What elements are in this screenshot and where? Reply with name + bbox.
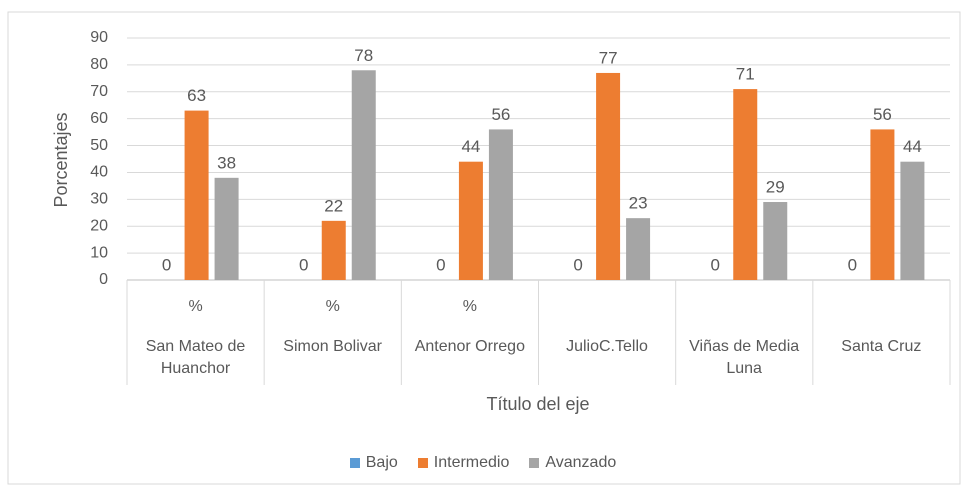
bar xyxy=(321,220,346,280)
y-tick-label: 30 xyxy=(90,191,108,208)
data-label: 38 xyxy=(217,153,236,172)
x-subcategory-label: % xyxy=(463,298,477,315)
data-label: 44 xyxy=(903,137,922,156)
bar xyxy=(351,70,376,281)
x-axis-title: Título del eje xyxy=(486,394,589,414)
x-tick-label: JulioC.Tello xyxy=(566,338,648,355)
bar xyxy=(596,72,621,280)
data-label: 22 xyxy=(324,196,343,215)
legend-swatch xyxy=(349,458,360,468)
y-tick-label: 60 xyxy=(90,110,108,127)
data-label: 23 xyxy=(629,194,648,213)
y-tick-label: 0 xyxy=(99,271,108,288)
legend-item: Intermedio xyxy=(417,454,510,472)
data-label: 0 xyxy=(162,255,171,274)
x-subcategory-label: % xyxy=(188,298,202,315)
bar xyxy=(763,202,788,280)
y-tick-label: 20 xyxy=(90,217,108,234)
bar xyxy=(214,177,239,280)
data-label: 77 xyxy=(599,48,618,67)
legend-swatch xyxy=(529,458,540,468)
x-tick-label: San Mateo de Huanchor xyxy=(145,338,246,377)
x-tick-label: Viñas de Media Luna xyxy=(689,338,800,377)
y-tick-label: 10 xyxy=(90,244,108,261)
legend: Bajo Intermedio Avanzado xyxy=(0,454,966,472)
x-tick-label: Simon Bolivar xyxy=(283,338,382,355)
bar xyxy=(870,129,895,280)
x-tick-label: Santa Cruz xyxy=(841,338,922,355)
data-label: 71 xyxy=(736,65,755,84)
data-label: 63 xyxy=(187,86,206,105)
chart-border xyxy=(7,11,961,485)
data-label: 0 xyxy=(848,255,857,274)
x-subcategory-label: % xyxy=(326,298,340,315)
data-label: 0 xyxy=(573,255,582,274)
legend-label: Avanzado xyxy=(545,454,617,471)
data-label: 78 xyxy=(354,46,373,65)
bar xyxy=(900,161,925,280)
data-label: 56 xyxy=(491,105,510,124)
bar xyxy=(458,161,483,280)
data-label: 0 xyxy=(711,255,720,274)
bar xyxy=(184,110,209,280)
legend-swatch xyxy=(417,458,428,468)
y-axis-title: Porcentajes xyxy=(51,112,71,207)
data-label: 29 xyxy=(766,178,785,197)
legend-item: Avanzado xyxy=(529,454,616,472)
data-label: 0 xyxy=(299,255,308,274)
bar xyxy=(733,89,758,280)
legend-label: Intermedio xyxy=(433,454,510,471)
y-tick-label: 70 xyxy=(90,83,108,100)
y-tick-label: 50 xyxy=(90,137,108,154)
y-tick-label: 90 xyxy=(90,29,108,46)
y-tick-label: 40 xyxy=(90,164,108,181)
data-label: 0 xyxy=(436,255,445,274)
x-tick-label: Antenor Orrego xyxy=(414,338,525,355)
bar xyxy=(626,218,651,280)
data-label: 56 xyxy=(873,105,892,124)
data-label: 44 xyxy=(461,137,480,156)
legend-label: Bajo xyxy=(365,454,398,471)
legend-item: Bajo xyxy=(349,454,398,472)
bar xyxy=(488,129,513,280)
y-tick-label: 80 xyxy=(90,56,108,73)
